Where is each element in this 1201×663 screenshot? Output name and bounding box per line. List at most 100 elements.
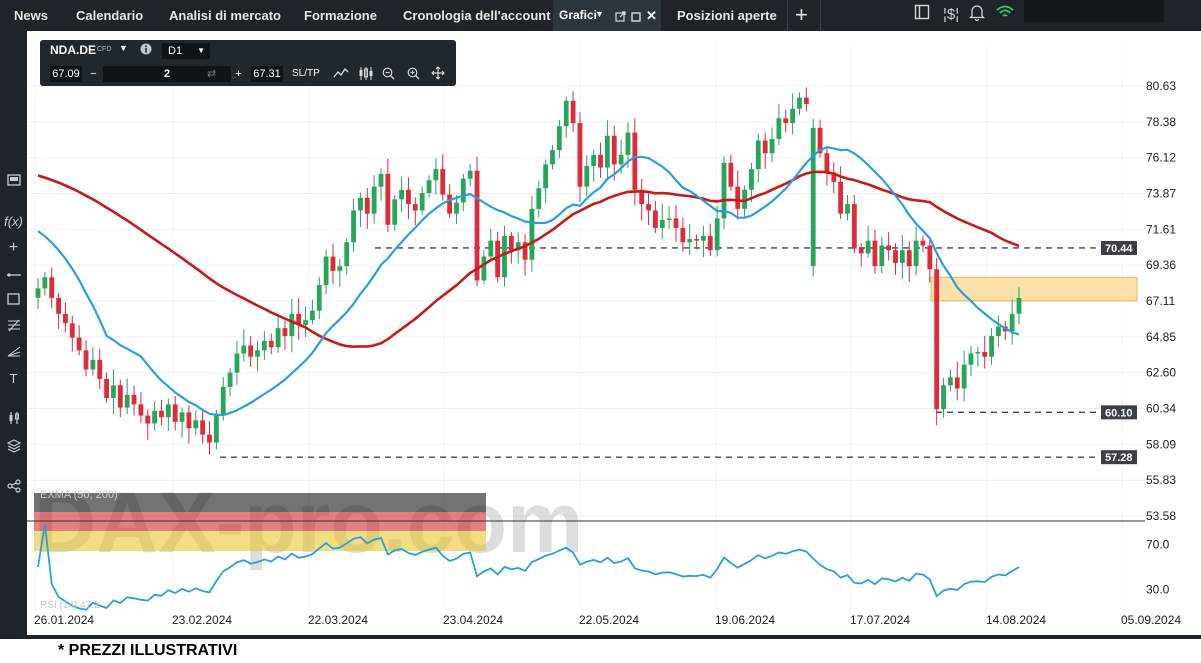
- share-icon[interactable]: [4, 479, 23, 497]
- sltp-button[interactable]: SL/TP: [292, 68, 320, 79]
- timeframe-select[interactable]: D1 ▼: [162, 43, 210, 59]
- layout-icon[interactable]: [4, 174, 23, 190]
- level-label-text: 70.44: [1105, 243, 1133, 255]
- level-label-text: 60.10: [1105, 407, 1133, 419]
- price-tick-label: 64.85: [1146, 330, 1176, 344]
- moving-average-short: [37, 146, 1020, 417]
- bid-price[interactable]: 67.09: [50, 66, 82, 82]
- tab-grafici[interactable]: Grafici ▼ ✕: [553, 0, 661, 31]
- date-tick-label: 17.07.2024: [850, 613, 910, 627]
- candle-body: [810, 127, 816, 267]
- candle-body: [707, 235, 713, 251]
- candle-body: [111, 385, 116, 399]
- candle-body: [584, 165, 590, 187]
- candle-body: [330, 256, 336, 271]
- swap-icon[interactable]: ⇄: [207, 68, 217, 80]
- tab-analisi-di-mercato[interactable]: Analisi di mercato: [169, 8, 281, 23]
- close-icon[interactable]: ✕: [646, 8, 657, 23]
- candle-body: [989, 336, 994, 357]
- add-tab-icon[interactable]: +: [795, 2, 808, 27]
- flag-gold-band: [34, 531, 486, 551]
- popout-icon[interactable]: [615, 0, 626, 31]
- candle-body: [865, 240, 871, 254]
- candle-body: [611, 135, 617, 165]
- zoom-in-icon[interactable]: [407, 67, 420, 83]
- symbol-label[interactable]: NDA.DE: [50, 43, 97, 57]
- drawing-tools-sidebar: f(x) + T: [0, 31, 27, 635]
- watermark: DAX-pro.com: [34, 475, 583, 571]
- date-tick-label: 23.04.2024: [443, 613, 503, 627]
- bell-icon[interactable]: [968, 4, 986, 28]
- line-chart-icon[interactable]: [333, 67, 349, 82]
- candle-body: [234, 353, 240, 373]
- candle-body: [440, 169, 446, 195]
- line-tool-icon[interactable]: [4, 267, 23, 283]
- candle-body: [515, 242, 521, 251]
- price-tick-label: 60.34: [1146, 402, 1176, 416]
- candle-body: [783, 118, 789, 124]
- candle-body: [721, 162, 727, 219]
- candle-body: [913, 240, 919, 267]
- bottom-border: [0, 635, 1201, 639]
- candle-body: [337, 266, 343, 271]
- candle-body: [56, 297, 61, 314]
- candle-body: [858, 248, 864, 254]
- layers-icon[interactable]: [4, 439, 23, 457]
- ask-price[interactable]: 67.31: [251, 66, 283, 82]
- candles-icon[interactable]: [358, 67, 374, 83]
- quantity-minus-button[interactable]: −: [90, 68, 97, 80]
- candle-body: [749, 169, 754, 190]
- candle-body: [701, 235, 706, 241]
- candle-body: [762, 140, 768, 154]
- candle-body: [968, 353, 974, 365]
- crosshair-icon[interactable]: +: [8, 239, 19, 256]
- disclaimer-text: * PREZZI ILLUSTRATIVI: [58, 642, 238, 659]
- candle-body: [906, 250, 912, 267]
- candle-body: [412, 204, 418, 211]
- level-label-box: [1101, 240, 1137, 255]
- quantity-input[interactable]: 2: [103, 66, 231, 82]
- tab-cronologia-account[interactable]: Cronologia dell'account: [403, 8, 551, 23]
- tab-calendario[interactable]: Calendario: [76, 8, 144, 23]
- candle-body: [598, 154, 603, 168]
- function-icon[interactable]: f(x): [4, 214, 23, 229]
- candle-body: [481, 256, 487, 281]
- tab-separator: [787, 0, 788, 31]
- chevron-down-icon[interactable]: ▼: [119, 43, 128, 53]
- info-icon[interactable]: [140, 43, 152, 58]
- rectangle-tool-icon[interactable]: [4, 293, 23, 309]
- zoom-out-icon[interactable]: [382, 67, 395, 83]
- tab-formazione[interactable]: Formazione: [304, 8, 377, 23]
- candle-body: [563, 100, 569, 127]
- moving-average-long: [37, 170, 1020, 349]
- candle-body: [673, 218, 679, 228]
- candle-body: [927, 245, 933, 270]
- dropdown-icon[interactable]: ▼: [595, 9, 604, 19]
- pitchfork-icon[interactable]: [4, 345, 23, 362]
- level-label-text: 57.28: [1105, 452, 1133, 464]
- fibonacci-icon[interactable]: [4, 319, 23, 336]
- candle-body: [227, 372, 233, 387]
- candle-body: [975, 351, 981, 354]
- candlestick-series: [35, 87, 1022, 455]
- maximize-icon[interactable]: [631, 0, 641, 31]
- tab-news[interactable]: News: [14, 8, 48, 23]
- rsi-axis: 70.0 30.0: [1146, 538, 1170, 597]
- candle-body: [954, 377, 960, 389]
- text-tool-icon[interactable]: T: [9, 371, 18, 386]
- candle-body: [488, 240, 494, 257]
- panel-icon[interactable]: [914, 4, 930, 27]
- quantity-plus-button[interactable]: +: [235, 68, 242, 80]
- level-label-box: [1101, 405, 1137, 420]
- candle-body: [303, 320, 308, 325]
- date-tick-label: 22.05.2024: [579, 613, 639, 627]
- candle-body: [241, 345, 247, 354]
- money-icon[interactable]: ¦$¦: [943, 6, 960, 23]
- horizontal-levels: [220, 247, 1100, 458]
- candle-body: [776, 118, 782, 139]
- tab-posizioni-aperte[interactable]: Posizioni aperte: [677, 8, 777, 23]
- move-icon[interactable]: [431, 66, 445, 83]
- candle-body: [289, 313, 295, 337]
- indicator-icon[interactable]: [4, 411, 23, 429]
